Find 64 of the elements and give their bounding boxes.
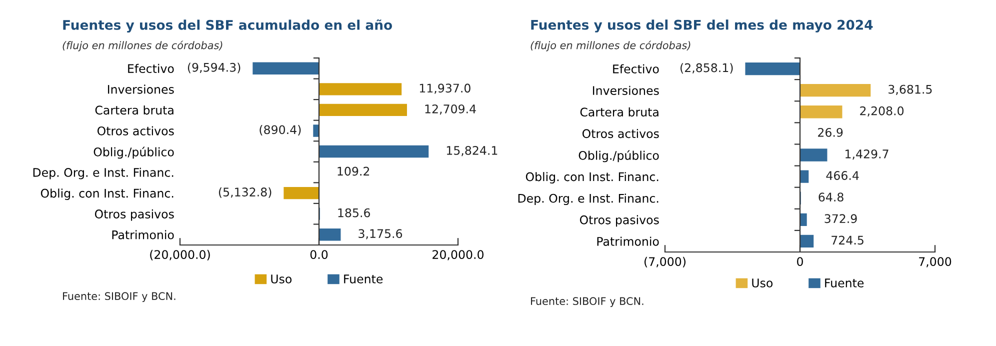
y-tick-label: Cartera bruta [580,107,658,117]
legend-label: Uso [752,278,773,288]
data-label: 185.6 [338,208,370,218]
y-tick-label: Oblig. con Inst. Financ. [526,172,658,184]
x-tick-label: 0.0 [310,250,328,259]
data-label: 2,208.0 [860,106,904,117]
data-label: 64.8 [818,192,844,202]
legend-label: Fuente [825,278,864,288]
data-label: (9,594.3) [188,62,240,74]
bar [800,170,810,184]
data-label: 3,681.5 [888,84,932,95]
chart-title: Fuentes y usos del SBF acumulado en el año [63,19,392,33]
data-label: 11,937.0 [420,84,470,94]
x-tick-label: 20,000.0 [432,250,484,260]
y-tick-label: Otros pasivos [94,209,174,221]
y-tick-label: Otros activos [582,128,659,138]
y-tick-label: Oblig. con Inst. Financ. [40,188,174,200]
x-tick-label: 0 [797,257,803,266]
legend-label: Fuente [344,274,383,284]
bar [744,62,800,76]
data-label: 724.5 [832,236,864,245]
data-label: (2,858.1) [680,63,733,74]
source-note: Fuente: SIBOIF y BCN. [531,297,644,308]
bar [318,103,408,117]
y-tick-label: Dep. Org. e Inst. Financ. [33,168,174,180]
chart-subtitle: (flujo en millones de córdobas) [530,40,690,52]
y-tick-label: Patrimonio [112,230,174,240]
bar [800,148,828,162]
data-label: 372.9 [824,214,857,224]
data-label: 26.9 [818,128,843,137]
y-tick-label: Efectivo [128,64,174,74]
bar [318,144,430,158]
y-tick-label: Dep. Org. e Inst. Financ. [518,194,658,206]
y-tick-label: Otros activos [97,126,174,136]
chart-title: Fuentes y usos del SBF del mes de mayo 2024 [531,20,873,32]
y-tick-label: Oblig./público [94,146,174,159]
data-label: (5,132.8) [218,187,272,198]
bar [318,82,402,96]
bar [318,228,342,242]
data-label: 3,175.6 [358,229,402,240]
data-label: 466.4 [826,171,859,180]
x-tick-label: 7,000 [919,257,952,268]
data-label: 15,824.1 [446,146,498,156]
bar [800,104,843,119]
data-label: 109.2 [338,166,370,176]
data-label: (890.4) [260,125,301,136]
bar [800,83,872,98]
source-note: Fuente: SIBOIF y BCN. [63,292,176,302]
y-tick-label: Otros pasivos [580,215,659,227]
chart-subtitle: (flujo en millones de córdobas) [62,40,222,52]
data-label: 1,429.7 [846,149,888,160]
x-tick-label: (7,000) [644,256,686,268]
data-label: 12,709.4 [425,104,476,115]
y-tick-label: Oblig./público [578,150,659,162]
bar [252,62,320,76]
y-tick-label: Inversiones [592,86,659,95]
bar [800,234,814,248]
y-tick-label: Patrimonio [597,236,659,246]
x-tick-label: (20,000.0) [150,250,210,260]
y-tick-label: Cartera bruta [95,105,174,115]
bar [282,186,320,200]
y-tick-label: Efectivo [613,64,659,74]
y-tick-label: Inversiones [108,84,174,94]
legend-label: Uso [271,274,292,284]
